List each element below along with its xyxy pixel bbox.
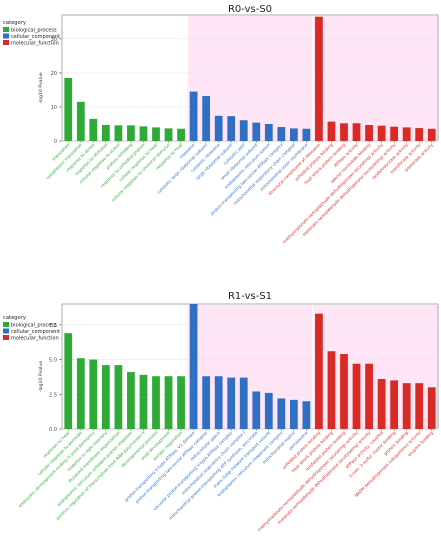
y-tick-label: 5.0 bbox=[49, 358, 57, 364]
bar-5 bbox=[114, 125, 123, 141]
bar-14 bbox=[227, 377, 236, 429]
bar-20 bbox=[302, 401, 311, 429]
bar-18 bbox=[277, 127, 286, 141]
bar-23 bbox=[340, 354, 348, 429]
bar-6 bbox=[127, 372, 135, 429]
y-tick-label: 20 bbox=[51, 71, 57, 77]
bar-14 bbox=[227, 116, 236, 141]
bar-9 bbox=[164, 128, 173, 141]
legend-label-biological-process: biological_process bbox=[11, 27, 57, 33]
bar-19 bbox=[289, 399, 298, 429]
bar-29 bbox=[415, 383, 424, 429]
y-tick-label: 0.0 bbox=[49, 427, 57, 433]
bar-1 bbox=[64, 78, 73, 141]
bar-13 bbox=[214, 376, 223, 429]
bar-15 bbox=[239, 120, 248, 141]
bar-12 bbox=[202, 376, 211, 429]
bar-24 bbox=[352, 363, 361, 429]
bar-15 bbox=[239, 377, 248, 429]
y-tick-label: 0 bbox=[54, 139, 57, 145]
bar-10 bbox=[177, 128, 185, 141]
bar-17 bbox=[264, 392, 273, 429]
bar-29 bbox=[415, 128, 424, 141]
bar-28 bbox=[402, 127, 411, 141]
bar-30 bbox=[427, 387, 436, 429]
bar-16 bbox=[252, 122, 261, 141]
legend-title: category bbox=[3, 20, 26, 26]
bar-27 bbox=[390, 126, 399, 141]
chart-title: R1-vs-S1 bbox=[228, 291, 272, 302]
legend-swatch-cellular-component bbox=[3, 328, 9, 334]
legend-title: category bbox=[3, 315, 26, 321]
bar-22 bbox=[327, 351, 336, 429]
bar-22 bbox=[327, 121, 336, 141]
bar-4 bbox=[101, 124, 110, 141]
bar-13 bbox=[214, 115, 223, 141]
bar-19 bbox=[289, 128, 298, 141]
bar-26 bbox=[377, 125, 386, 141]
legend-label-biological-process: biological_process bbox=[11, 322, 57, 328]
bar-28 bbox=[402, 383, 411, 429]
bar-24 bbox=[352, 123, 361, 141]
bar-3 bbox=[89, 118, 98, 141]
bar-5 bbox=[114, 365, 123, 429]
bar-11 bbox=[189, 91, 198, 141]
bar-8 bbox=[152, 127, 160, 141]
bar-30 bbox=[427, 128, 436, 141]
highlight-band-molecular-function bbox=[313, 16, 438, 141]
bar-2 bbox=[76, 101, 85, 141]
bar-16 bbox=[252, 391, 261, 429]
bar-7 bbox=[139, 126, 148, 141]
bar-12 bbox=[202, 96, 211, 141]
bar-6 bbox=[127, 125, 135, 141]
legend-label-cellular-component: cellular_component bbox=[11, 329, 60, 335]
bar-3 bbox=[89, 359, 98, 429]
bar-21 bbox=[315, 16, 323, 141]
legend-label-molecular-function: molecular_function bbox=[11, 40, 59, 46]
legend-swatch-biological-process bbox=[3, 322, 9, 327]
bar-11 bbox=[189, 304, 198, 429]
bar-1 bbox=[64, 333, 73, 429]
legend-swatch-molecular-function bbox=[3, 40, 9, 45]
bar-21 bbox=[315, 313, 323, 429]
bar-25 bbox=[365, 363, 373, 429]
chart-title: R0-vs-S0 bbox=[228, 4, 272, 15]
bar-20 bbox=[302, 128, 311, 141]
bar-7 bbox=[139, 374, 148, 429]
bar-27 bbox=[390, 380, 399, 429]
legend-swatch-molecular-function bbox=[3, 335, 9, 340]
bar-26 bbox=[377, 379, 386, 429]
bar-25 bbox=[365, 124, 373, 141]
bar-10 bbox=[177, 376, 185, 429]
y-tick-label: 10 bbox=[51, 105, 57, 111]
bar-4 bbox=[101, 365, 110, 429]
bar-9 bbox=[164, 376, 173, 429]
bar-23 bbox=[340, 123, 348, 141]
bar-2 bbox=[76, 358, 85, 429]
bar-17 bbox=[264, 123, 273, 141]
bar-18 bbox=[277, 398, 286, 429]
legend-swatch-cellular-component bbox=[3, 33, 9, 39]
y-axis-label: -log10 Pvalue bbox=[38, 361, 44, 392]
y-tick-label: 2.5 bbox=[49, 392, 57, 398]
legend-label-molecular-function: molecular_function bbox=[11, 335, 59, 341]
legend: categorybiological_processcellular_compo… bbox=[3, 20, 60, 46]
chart-panel-2: R1-vs-S10.02.55.07.5-log10 Pvaluerespons… bbox=[3, 291, 439, 532]
y-tick-label: 7.5 bbox=[49, 323, 57, 329]
legend-swatch-biological-process bbox=[3, 27, 9, 32]
legend-label-cellular-component: cellular_component bbox=[11, 34, 60, 40]
bar-8 bbox=[152, 376, 160, 429]
y-tick-label: 30 bbox=[51, 37, 57, 43]
legend: categorybiological_processcellular_compo… bbox=[3, 315, 60, 341]
y-axis-label: -log10 Pvalue bbox=[38, 72, 44, 103]
